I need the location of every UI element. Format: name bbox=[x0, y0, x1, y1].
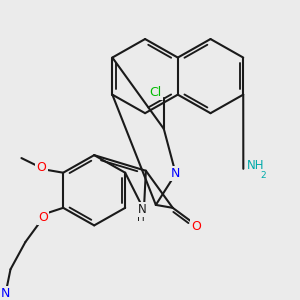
Text: 2: 2 bbox=[260, 171, 266, 180]
Text: NH: NH bbox=[247, 159, 264, 172]
Text: N: N bbox=[1, 287, 10, 300]
Text: O: O bbox=[36, 161, 46, 174]
Text: O: O bbox=[38, 211, 48, 224]
Text: N: N bbox=[171, 167, 180, 180]
Text: Cl: Cl bbox=[150, 86, 162, 99]
Text: N: N bbox=[137, 203, 146, 216]
Text: O: O bbox=[192, 220, 202, 233]
Text: H: H bbox=[137, 213, 145, 223]
